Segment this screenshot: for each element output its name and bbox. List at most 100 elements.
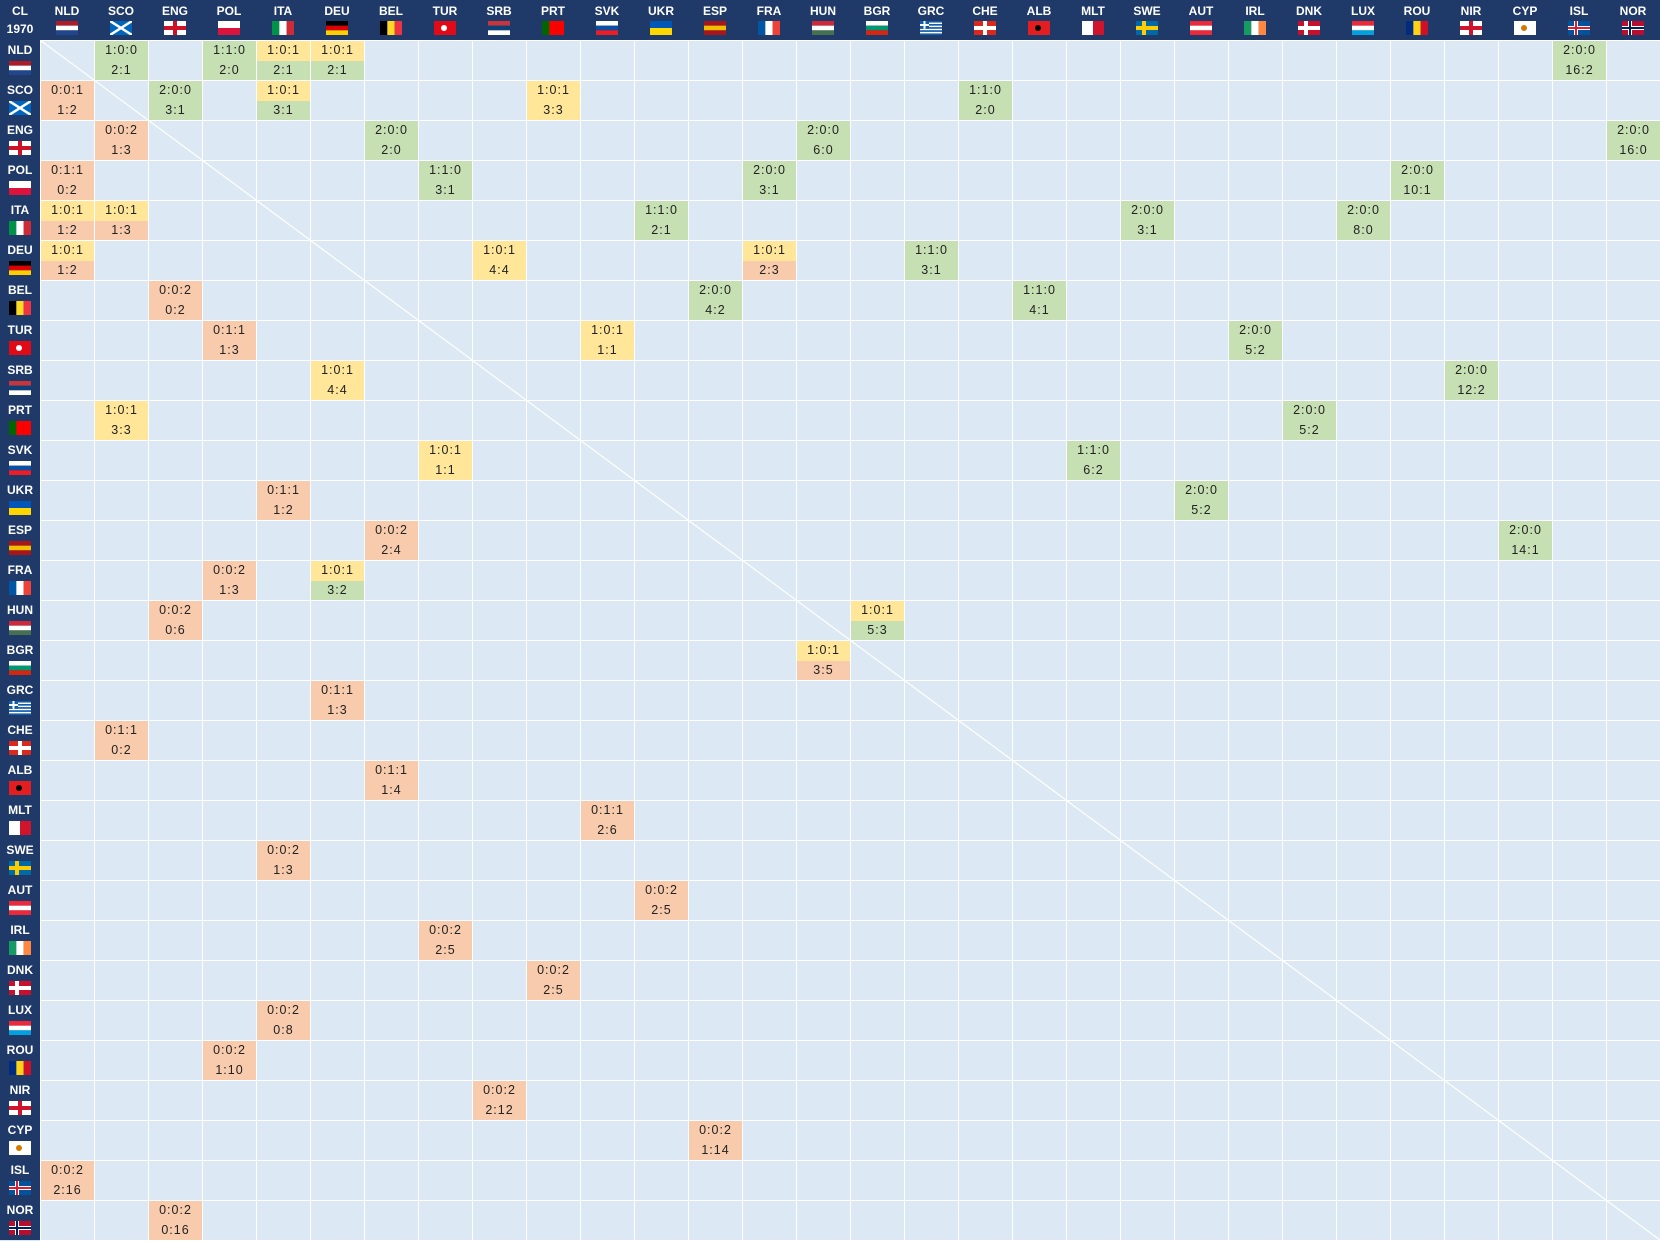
flag-icon	[9, 101, 31, 115]
flag-icon	[110, 21, 132, 35]
grid-line	[958, 40, 959, 1240]
flag-icon	[596, 21, 618, 35]
score: 2:5	[419, 940, 472, 960]
record: 2:0:0	[689, 281, 742, 301]
row-header: SRB	[7, 363, 33, 377]
flag-icon	[974, 21, 996, 35]
grid-line	[40, 1120, 1660, 1121]
score: 5:3	[851, 620, 904, 640]
flag-icon	[380, 21, 402, 35]
flag-icon	[56, 21, 78, 35]
flag-icon	[9, 141, 31, 155]
score: 3:1	[743, 180, 796, 200]
flag-icon	[1298, 21, 1320, 35]
score: 4:4	[311, 380, 364, 400]
flag-icon	[9, 541, 31, 555]
score: 4:4	[473, 260, 526, 280]
score: 1:1	[581, 340, 634, 360]
grid-line	[1228, 40, 1229, 1240]
grid-line	[40, 840, 1660, 841]
column-header: TUR	[432, 4, 458, 18]
flag-icon	[9, 1181, 31, 1195]
column-header: CYP	[1512, 4, 1538, 18]
score: 1:2	[41, 100, 94, 120]
row-header: NIR	[9, 1083, 31, 1097]
score: 5:2	[1283, 420, 1336, 440]
flag-icon	[9, 621, 31, 635]
flag-icon	[1190, 21, 1212, 35]
grid-line	[40, 1160, 1660, 1161]
score: 1:3	[95, 140, 148, 160]
flag-icon	[9, 261, 31, 275]
record: 2:0:0	[1445, 361, 1498, 381]
record: 1:0:1	[311, 361, 364, 381]
record: 1:1:0	[1067, 441, 1120, 461]
grid-line	[40, 680, 1660, 681]
flag-icon	[9, 301, 31, 315]
score: 1:3	[203, 580, 256, 600]
row-header: IRL	[10, 923, 30, 937]
column-header: SCO	[107, 4, 134, 18]
row-header: TUR	[7, 323, 33, 337]
column-header: MLT	[1081, 4, 1105, 18]
grid-line	[40, 960, 1660, 961]
score: 8:0	[1337, 220, 1390, 240]
flag-icon	[9, 1141, 31, 1155]
score: 2:1	[95, 60, 148, 80]
grid-line	[1390, 40, 1391, 1240]
flag-icon	[9, 661, 31, 675]
record: 0:0:2	[257, 1001, 310, 1021]
record: 1:1:0	[1013, 281, 1066, 301]
row-header: MLT	[8, 803, 32, 817]
record: 1:0:1	[41, 241, 94, 261]
flag-icon	[488, 21, 510, 35]
column-header: CHE	[972, 4, 998, 18]
record: 1:0:1	[41, 201, 94, 221]
column-header: ALB	[1026, 4, 1052, 18]
column-header: GRC	[917, 4, 945, 18]
record: 0:0:2	[689, 1121, 742, 1141]
column-header: NLD	[54, 4, 80, 18]
record: 0:0:2	[473, 1081, 526, 1101]
flag-icon	[650, 21, 672, 35]
column-header: UKR	[648, 4, 674, 18]
record: 2:0:0	[1121, 201, 1174, 221]
row-header: UKR	[7, 483, 33, 497]
score: 2:1	[257, 60, 310, 80]
record: 1:0:1	[311, 41, 364, 61]
score: 14:1	[1499, 540, 1552, 560]
record: 1:0:1	[257, 41, 310, 61]
column-header: POL	[216, 4, 242, 18]
row-header: ENG	[6, 123, 33, 137]
record: 0:1:1	[95, 721, 148, 741]
score: 4:2	[689, 300, 742, 320]
grid-line	[40, 1000, 1660, 1001]
score: 2:1	[311, 60, 364, 80]
record: 1:0:1	[95, 401, 148, 421]
flag-icon	[9, 701, 31, 715]
score: 10:1	[1391, 180, 1444, 200]
score: 3:1	[905, 260, 958, 280]
diagonal-line	[39, 39, 1660, 1240]
record: 1:1:0	[959, 81, 1012, 101]
record: 0:0:2	[365, 521, 418, 541]
grid-line	[40, 1200, 1660, 1201]
score: 0:2	[41, 180, 94, 200]
record: 0:1:1	[311, 681, 364, 701]
flag-icon	[542, 21, 564, 35]
record: 1:0:1	[419, 441, 472, 461]
flag-icon	[164, 21, 186, 35]
score: 0:6	[149, 620, 202, 640]
column-header: SWE	[1133, 4, 1161, 18]
record: 1:0:1	[743, 241, 796, 261]
record: 1:0:1	[311, 561, 364, 581]
record: 2:0:0	[1391, 161, 1444, 181]
row-header: SWE	[6, 843, 34, 857]
column-header: NOR	[1619, 4, 1647, 18]
score: 2:5	[635, 900, 688, 920]
record: 1:1:0	[419, 161, 472, 181]
score: 0:8	[257, 1020, 310, 1040]
flag-icon	[1514, 21, 1536, 35]
record: 0:0:2	[635, 881, 688, 901]
